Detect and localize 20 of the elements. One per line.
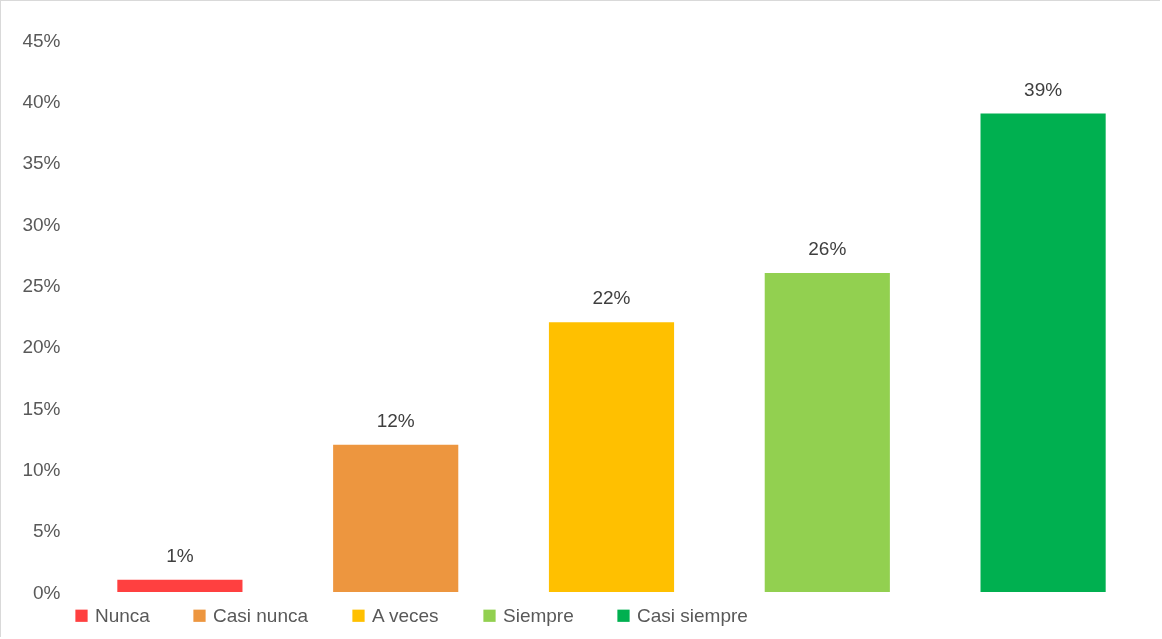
- y-tick-label: 30%: [22, 213, 61, 235]
- y-tick-label: 20%: [22, 336, 61, 358]
- y-tick-label: 25%: [22, 274, 61, 296]
- y-tick-label: 5%: [33, 520, 61, 542]
- y-tick-label: 40%: [22, 90, 61, 112]
- y-tick-label: 0%: [33, 581, 61, 603]
- y-tick-label: 35%: [22, 152, 61, 174]
- y-tick-label: 45%: [22, 29, 61, 51]
- legend-label: Casi siempre: [637, 604, 748, 626]
- data-label: 22%: [592, 287, 631, 309]
- data-label: 12%: [376, 409, 415, 431]
- y-tick-label: 15%: [22, 397, 61, 419]
- legend-label: Nunca: [95, 604, 151, 626]
- data-label: 39%: [1024, 78, 1063, 100]
- legend-label: Siempre: [503, 604, 574, 626]
- data-label: 26%: [808, 238, 847, 260]
- y-tick-label: 10%: [22, 458, 61, 480]
- legend-label: A veces: [372, 604, 439, 626]
- data-label: 1%: [166, 544, 194, 566]
- legend-label: Casi nunca: [213, 604, 309, 626]
